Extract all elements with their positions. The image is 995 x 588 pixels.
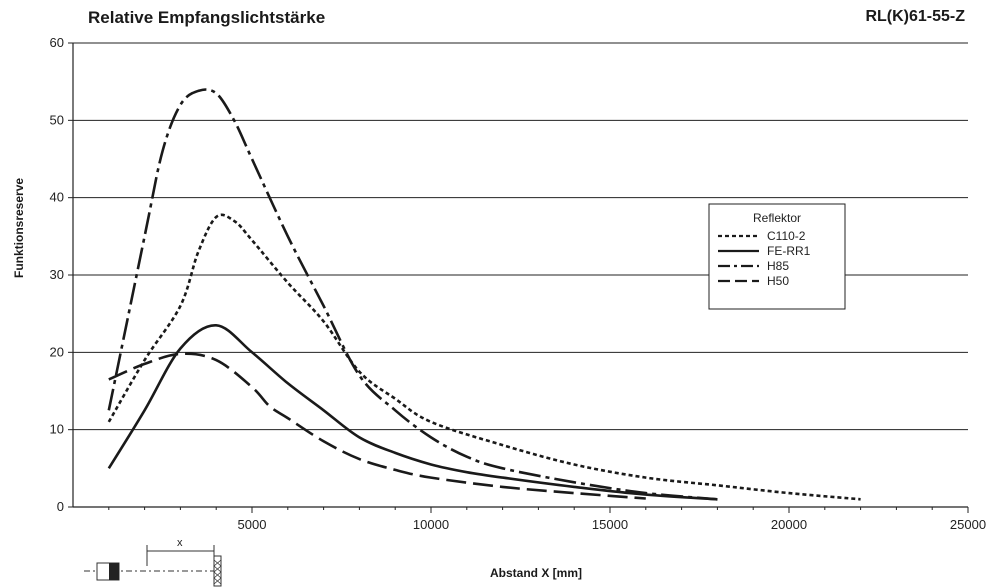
series-lines	[107, 88, 861, 501]
y-tick-label-50: 50	[50, 112, 64, 127]
x-tick-label-15000: 15000	[592, 517, 628, 532]
model-label: RL(K)61-55-Z	[865, 8, 965, 25]
x-tick-label-5000: 5000	[238, 517, 267, 532]
x-axis-label: Abstand X [mm]	[490, 566, 583, 580]
y-tick-label-40: 40	[50, 190, 64, 205]
dimension-label: x	[177, 537, 183, 549]
y-axis-label: Funktionsreserve	[12, 177, 26, 278]
y-tick-label-20: 20	[50, 344, 64, 359]
axes: 0 10 20 30 40 50 60 5000 10000 15000 20000 25000	[50, 35, 987, 532]
legend-label-h50: H50	[767, 274, 789, 288]
sensor-lens	[109, 563, 119, 580]
x-tick-label-20000: 20000	[771, 517, 807, 532]
legend-label-c110-2: C110-2	[767, 229, 806, 243]
series-line-h50	[108, 352, 646, 500]
gridlines	[73, 42, 968, 431]
y-tick-label-30: 30	[50, 267, 64, 282]
x-tick-label-25000: 25000	[950, 517, 986, 532]
page-title: Relative Empfangslichtstärke	[88, 8, 326, 27]
reflector-plate	[213, 555, 222, 587]
y-tick-label-10: 10	[50, 422, 64, 437]
y-tick-label-60: 60	[50, 35, 64, 50]
legend-label-h85: H85	[767, 259, 789, 273]
series-line-h85	[107, 88, 718, 501]
legend-title: Reflektor	[753, 211, 801, 225]
distance-schematic: x	[84, 537, 222, 587]
legend-label-fe-rr1: FE-RR1	[767, 244, 811, 258]
legend-box	[708, 203, 846, 310]
x-tick-label-10000: 10000	[413, 517, 449, 532]
series-line-fe-rr1	[107, 323, 718, 501]
y-tick-label-0: 0	[57, 499, 64, 514]
reflector-hatch	[213, 559, 222, 585]
